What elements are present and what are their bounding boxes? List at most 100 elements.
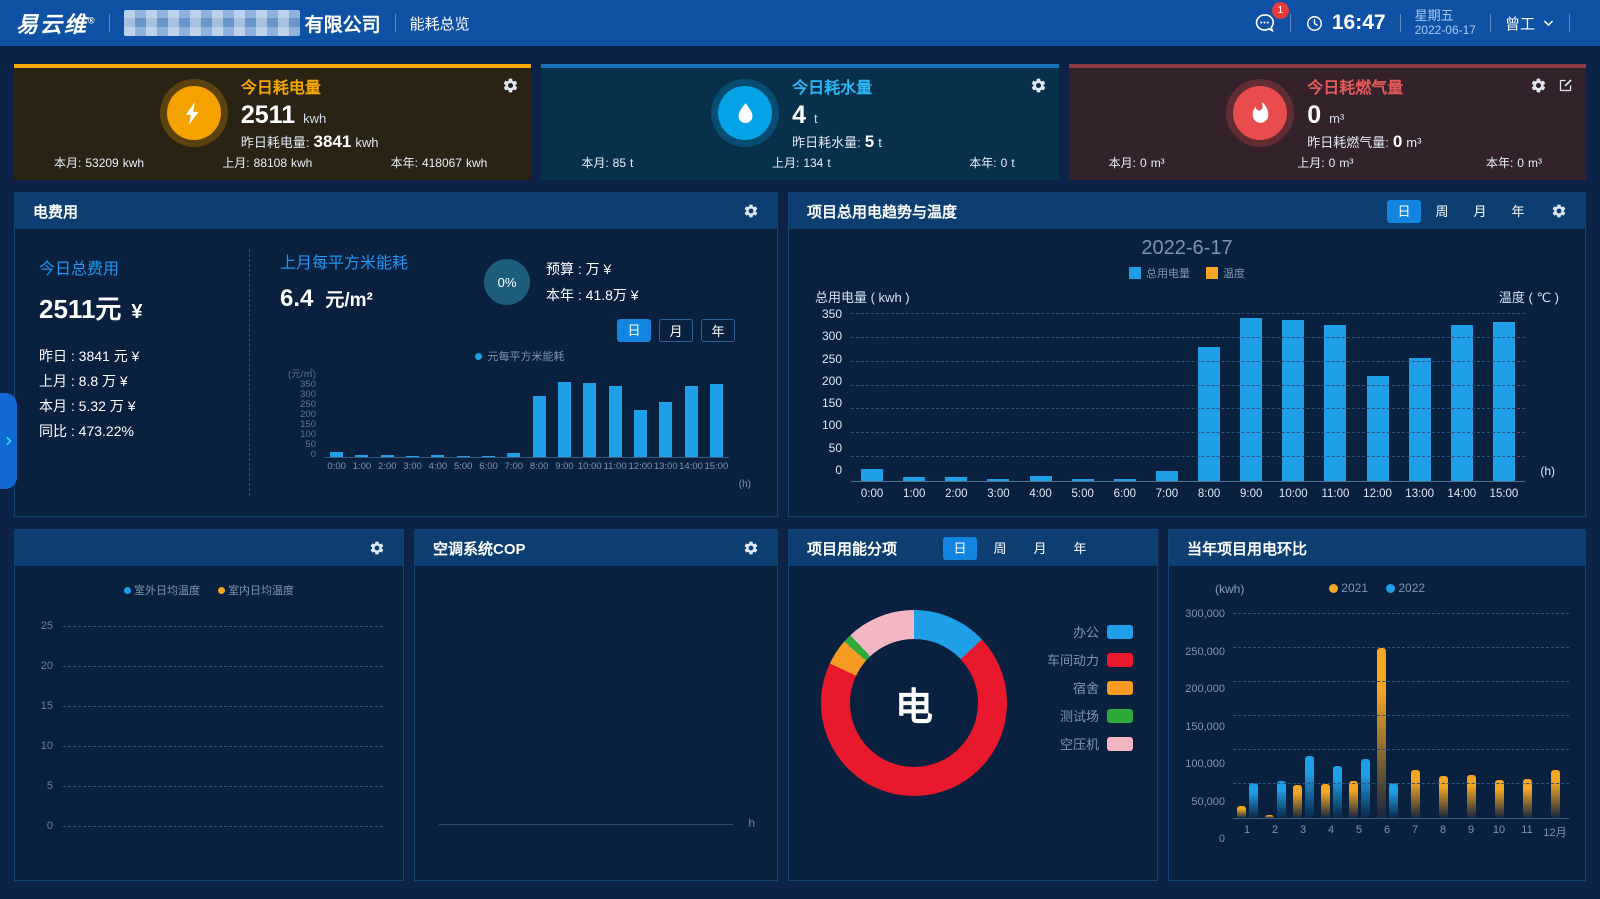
- grid-row: 5: [27, 780, 383, 792]
- today-cost-label: 今日总费用: [39, 261, 120, 278]
- legend-item-outdoor[interactable]: 室外日均温度: [123, 582, 200, 598]
- bar: [608, 385, 622, 457]
- gas-settings-button[interactable]: [1530, 77, 1547, 94]
- legend-item-2022[interactable]: 2022: [1386, 581, 1425, 595]
- gridline: [1233, 749, 1569, 751]
- trend-settings-button[interactable]: [1551, 203, 1567, 219]
- energy-breakdown-donut: 电: [821, 610, 1007, 796]
- cop-settings-button[interactable]: [743, 540, 759, 556]
- chart-title: 2022-6-17: [1141, 237, 1233, 259]
- stat-month: 本月: 85 t: [581, 156, 634, 170]
- bar-column: [1483, 314, 1525, 481]
- tab-week[interactable]: 周: [993, 540, 1007, 556]
- legend-item[interactable]: 车间动力: [1047, 650, 1133, 669]
- bar-group: [1289, 614, 1317, 818]
- legend-item[interactable]: 办公: [1047, 622, 1133, 641]
- x-axis-label: 11:00: [1321, 488, 1350, 500]
- bar: [709, 384, 723, 457]
- legend-swatch: [1206, 267, 1218, 279]
- tab-year[interactable]: 年: [701, 319, 735, 342]
- kpi-stats: 本月: 53209 kwh 上月: 88108 kwh 本年: 418067 kwh: [14, 154, 531, 180]
- stat-last-month: 上月: 134 t: [771, 156, 831, 170]
- tab-day[interactable]: 日: [1387, 199, 1421, 223]
- header-right: 1 16:47 星期五 2022-06-17 曾工: [1253, 1, 1584, 38]
- bar: [1304, 756, 1314, 818]
- y-axis-tick: 25: [40, 620, 53, 632]
- legend-item-indoor[interactable]: 室内日均温度: [218, 582, 294, 598]
- messages-button[interactable]: 1: [1253, 1, 1289, 35]
- panel-body: 室外日均温度 室内日均温度 25 20 15 10 5 0: [15, 566, 403, 880]
- legend-swatch: [1107, 708, 1133, 723]
- tab-year[interactable]: 年: [1073, 540, 1087, 556]
- x-axis-label: 6:00: [1113, 488, 1136, 500]
- legend-item[interactable]: 宿舍: [1047, 678, 1133, 697]
- x-axis-label: 7:00: [1155, 488, 1179, 500]
- panel-header: 电费用: [15, 193, 777, 229]
- today-cost-block: 今日总费用 2511元 ¥ 昨日 : 3841 元 ¥ 上月 : 8.8 万 ¥ …: [25, 233, 243, 512]
- x-axis-label: 7:00: [504, 461, 524, 472]
- grid-row: 10: [27, 740, 383, 752]
- yearly-compare-panel: 当年项目用电环比 (kwh) 2021 2022 300,000 250,000 2…: [1168, 529, 1586, 881]
- user-menu[interactable]: 曾工: [1505, 13, 1555, 34]
- bar-column: [425, 380, 450, 457]
- bar-column: [324, 380, 349, 457]
- nav-energy-overview[interactable]: 能耗总览: [409, 15, 470, 33]
- electricity-icon: [166, 86, 221, 140]
- legend-item-2021[interactable]: 2021: [1328, 581, 1368, 595]
- panel-body: 电 办公车间动力宿舍测试场空压机: [789, 566, 1157, 880]
- stat-year: 本年: 0 m³: [1485, 156, 1542, 170]
- x-axis-label: 15:00: [1489, 488, 1519, 500]
- legend-item-power[interactable]: 总用电量: [1129, 265, 1190, 281]
- bar-group: [1345, 614, 1373, 818]
- x-axis-label: 3:00: [987, 488, 1010, 500]
- tab-month[interactable]: 月: [1473, 203, 1487, 219]
- tab-month[interactable]: 月: [659, 319, 693, 342]
- tab-month[interactable]: 月: [1033, 540, 1047, 556]
- bar-group: [1541, 614, 1569, 818]
- bar-column: [400, 380, 425, 457]
- bar-column: [1020, 314, 1062, 481]
- x-axis-label: 15:00: [704, 461, 729, 472]
- temperature-settings-button[interactable]: [369, 540, 385, 556]
- legend-dot: [123, 586, 131, 594]
- stat-year: 本年: 418067 kwh: [390, 156, 488, 170]
- y-axis-tick: 50,000: [1191, 795, 1225, 808]
- kpi-title: 今日耗电量: [240, 80, 321, 97]
- kpi-stats: 本月: 0 m³ 上月: 0 m³ 本年: 0 m³: [1069, 154, 1586, 180]
- legend-dot: [474, 352, 482, 360]
- legend-swatch: [1107, 680, 1133, 695]
- kpi-main: 今日耗燃气量 0 m³ 昨日耗燃气量: 0 m³: [1069, 68, 1586, 154]
- tab-week[interactable]: 周: [1435, 203, 1449, 219]
- x-axis-label: 3:00: [403, 461, 422, 472]
- electricity-settings-button[interactable]: [502, 77, 519, 94]
- kpi-stats: 本月: 85 t 上月: 134 t 本年: 0 t: [541, 154, 1058, 180]
- gas-edit-button[interactable]: [1557, 77, 1574, 94]
- power-trend-panel: 项目总用电趋势与温度 日 周 月 年 2022-6-17 总用电量 温度 总用电…: [788, 192, 1586, 517]
- legend-item[interactable]: 空压机: [1047, 734, 1133, 753]
- tab-day[interactable]: 日: [617, 319, 651, 342]
- current-date: 2022-06-17: [1414, 23, 1476, 37]
- bar: [633, 410, 647, 457]
- kpi-card-electricity: 今日耗电量 2511 kwh 昨日耗电量: 3841 kwh 本月: 53209 kwh …: [14, 64, 532, 180]
- bar-column: [851, 314, 893, 481]
- legend-item[interactable]: 测试场: [1047, 706, 1133, 725]
- legend-item-temperature[interactable]: 温度: [1206, 265, 1245, 281]
- x-axis-label: 14:00: [679, 461, 703, 472]
- tab-year[interactable]: 年: [1511, 203, 1525, 219]
- user-name: 曾工: [1504, 15, 1535, 33]
- water-settings-button[interactable]: [1030, 77, 1047, 94]
- weekday: 星期五: [1414, 8, 1454, 23]
- legend-label: 温度: [1223, 268, 1245, 280]
- legend-label: 元每平方米能耗: [487, 351, 565, 363]
- tab-day[interactable]: 日: [943, 536, 978, 560]
- legend-label: 车间动力: [1046, 653, 1099, 668]
- x-axis-label: 8: [1439, 824, 1447, 836]
- bar: [431, 454, 445, 457]
- sidebar-expand-button[interactable]: [0, 393, 17, 489]
- x-axis-label: 9: [1467, 824, 1475, 836]
- cost-settings-button[interactable]: [743, 203, 759, 219]
- panel-header: 项目总用电趋势与温度 日 周 月 年: [789, 193, 1585, 229]
- x-axis-label: 9:00: [555, 461, 574, 472]
- gridline: [851, 336, 1525, 338]
